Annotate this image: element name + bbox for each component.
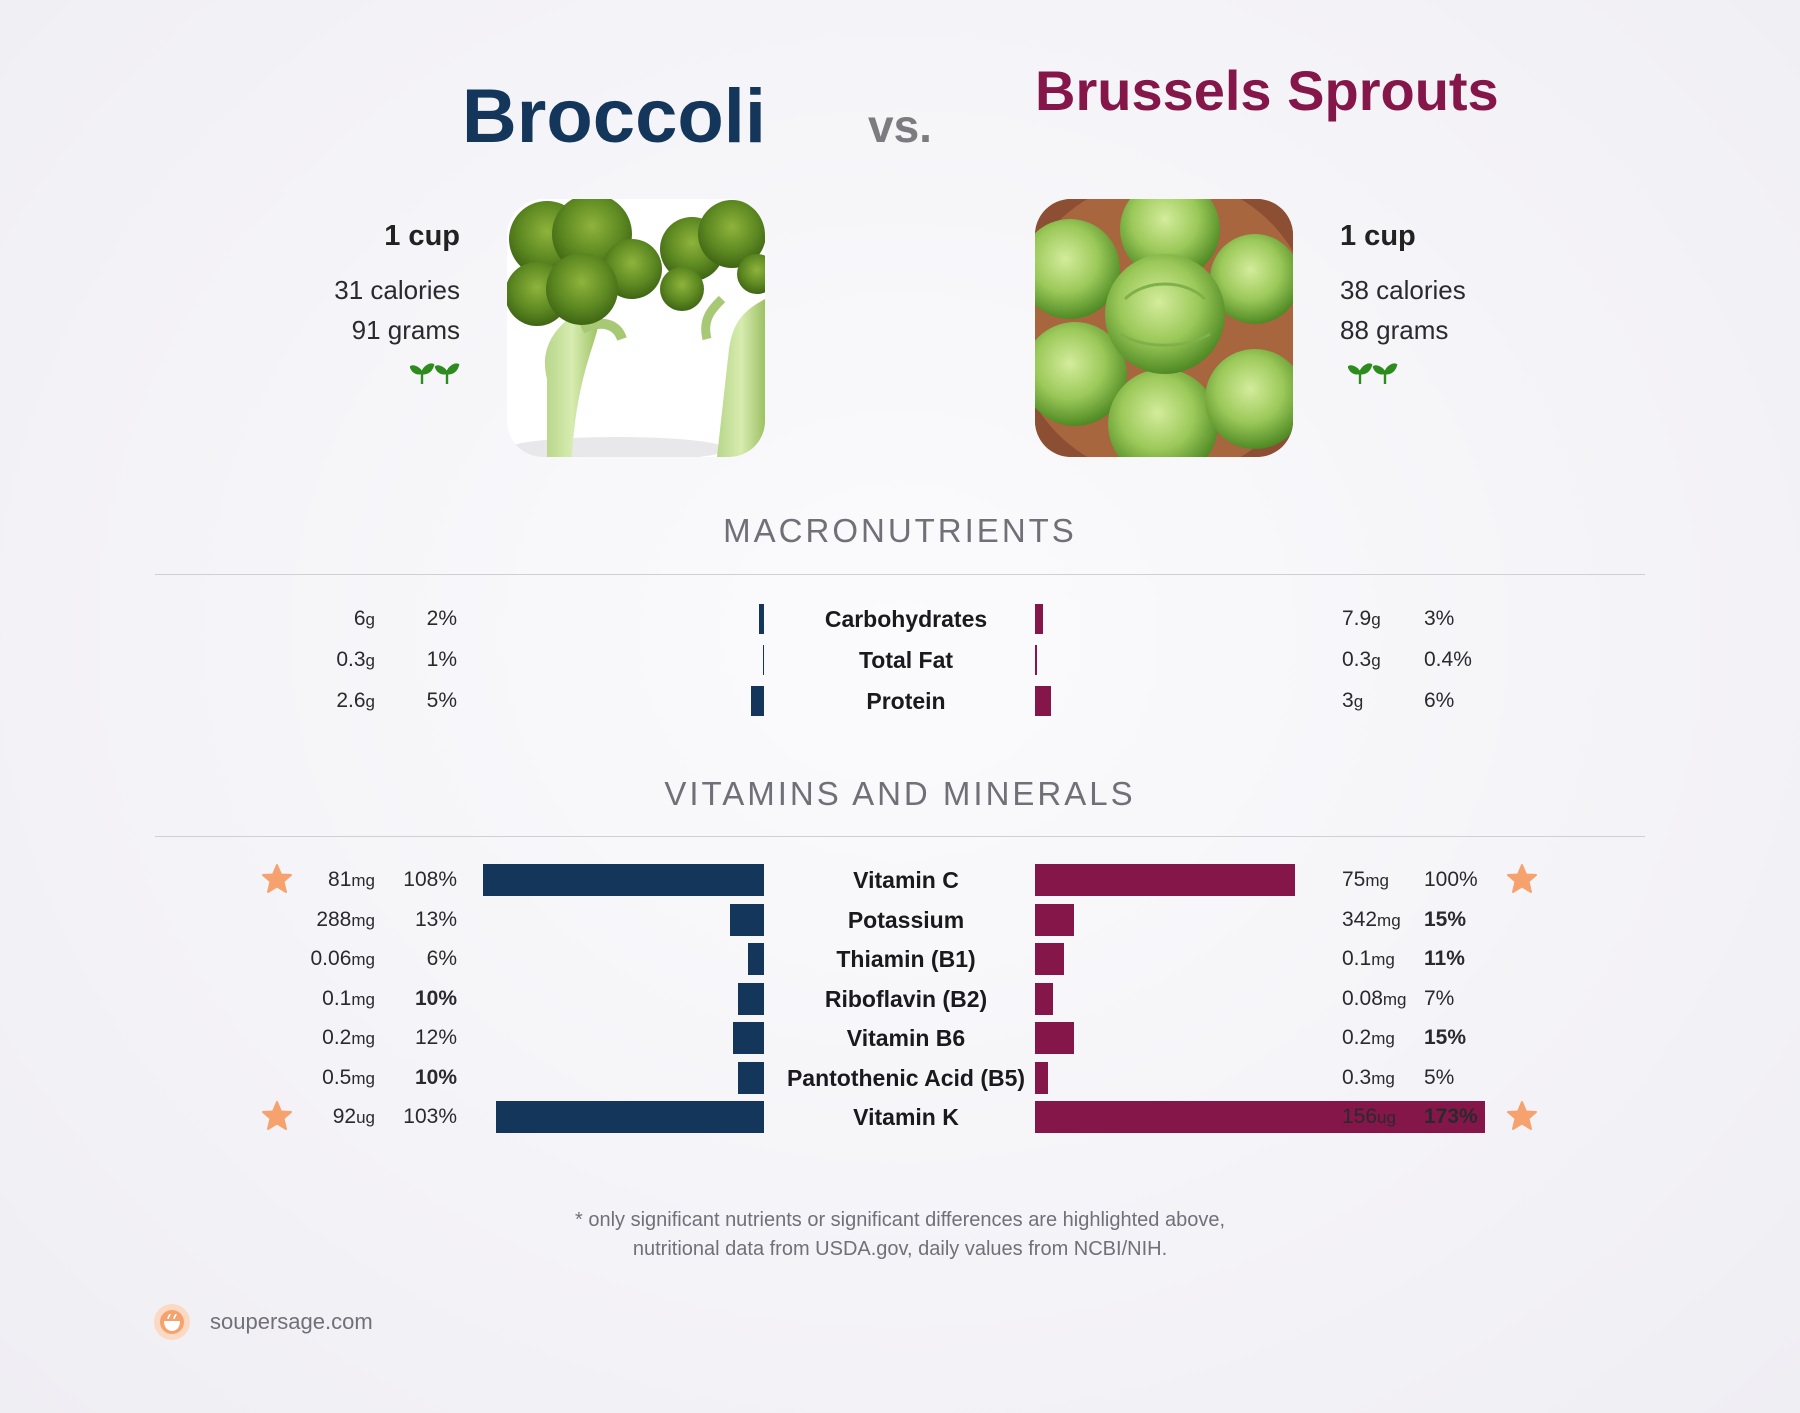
nutrient-label: Total Fat [858,647,954,673]
right-percent-label: 173% [1424,1105,1478,1128]
right-bar [1035,903,1074,936]
left-bar [758,604,764,634]
left-percent-label: 13% [414,907,457,931]
right-percent-label: 5% [1424,1065,1455,1089]
right-bar [1035,1101,1485,1133]
right-amount-label: 0.2mg [1342,1026,1395,1049]
left-food-title: Broccoli [461,74,766,159]
left-amount-label: 0.1mg [322,986,375,1010]
left-bar [730,903,764,936]
left-percent-label: 108% [403,868,457,891]
nutrient-label: Vitamin K [853,1104,959,1130]
broccoli-photo [507,199,765,457]
right-amount-label: 7.9g [1342,607,1381,630]
left-percent-label: 10% [414,1065,457,1089]
left-amount-label: 0.06mg [310,947,376,970]
left-percent-label: 12% [414,1026,457,1049]
right-amount-label: 0.3mg [1342,1065,1395,1089]
right-food-title: Brussels Sprouts [1035,59,1499,122]
right-bar [1035,943,1064,975]
left-bar [483,864,764,896]
right-bar [1035,1061,1048,1094]
right-serving: 1 cup [1340,220,1416,252]
right-bar [1035,1022,1074,1054]
right-bar [1035,645,1037,675]
footnote-line-2: nutritional data from USDA.gov, daily va… [632,1238,1168,1260]
right-percent-label: 11% [1424,947,1465,970]
left-percent-label: 2% [426,607,457,630]
right-percent-label: 6% [1424,689,1455,712]
nutrient-label: Carbohydrates [824,606,988,632]
left-percent-label: 103% [403,1105,457,1128]
right-amount-label: 0.08mg [1342,986,1407,1010]
left-percent-label: 6% [426,947,457,970]
footnote-line-1: * only significant nutrients or signific… [574,1209,1226,1231]
macronutrients-divider [155,574,1645,575]
vs-label: vs. [868,100,932,152]
right-bar [1035,686,1051,716]
left-amount-label: 81mg [328,868,375,891]
left-bar [748,943,764,975]
right-percent-label: 15% [1424,907,1467,931]
sprout-icon [410,363,460,384]
right-calories: 38 calories [1340,275,1466,305]
left-amount-label: 6g [353,607,375,630]
right-bar [1035,604,1043,634]
right-bar [1035,982,1054,1015]
right-percent-label: 3% [1424,607,1455,630]
brussels-sprouts-photo [1035,199,1293,457]
left-bar [762,645,764,675]
left-percent-label: 10% [414,986,457,1010]
nutrient-label: Potassium [847,906,965,933]
right-grams: 88 grams [1340,315,1449,345]
left-percent-label: 5% [426,689,457,712]
left-bar [732,1022,764,1054]
brand-link[interactable]: soupersage.com [210,1309,373,1334]
left-percent-label: 1% [426,648,457,671]
left-amount-label: 0.3g [336,648,375,671]
star-icon [1507,864,1537,893]
vitamins-minerals-divider [155,836,1645,837]
star-icon [1507,1101,1537,1130]
right-percent-label: 100% [1424,868,1478,891]
right-amount-label: 3g [1342,689,1364,712]
left-amount-label: 92ug [332,1105,375,1128]
right-amount-label: 342mg [1342,907,1401,931]
left-bar [738,982,764,1015]
nutrient-label: Vitamin B6 [846,1025,966,1051]
right-percent-label: 7% [1424,986,1455,1010]
right-percent-label: 15% [1424,1026,1467,1049]
right-amount-label: 75mg [1342,868,1389,891]
right-amount-label: 156ug [1342,1105,1396,1128]
macronutrients-title: MACRONUTRIENTS [723,512,1077,549]
left-serving: 1 cup [384,220,460,252]
left-amount-label: 0.2mg [322,1026,375,1049]
nutrient-label: Pantothenic Acid (B5) [786,1064,1026,1091]
right-percent-label: 0.4% [1424,648,1472,671]
left-amount-label: 0.5mg [322,1065,375,1089]
left-bar [738,1061,764,1094]
left-grams: 91 grams [351,315,460,345]
nutrient-label: Thiamin (B1) [836,946,976,972]
nutrient-label: Protein [866,688,946,714]
soupersage-logo-icon [154,1304,190,1340]
star-icon [262,1101,292,1130]
left-amount-label: 288mg [316,907,375,931]
nutrient-label: Riboflavin (B2) [824,985,988,1012]
nutrient-label: Vitamin C [853,867,959,893]
left-calories: 31 calories [334,275,460,305]
right-amount-label: 0.3g [1342,648,1381,671]
left-amount-label: 2.6g [336,689,375,712]
left-bar [751,686,764,716]
vitamins-minerals-title: VITAMINS AND MINERALS [664,775,1136,812]
left-bar [496,1101,764,1133]
sprout-icon [1348,363,1398,384]
right-bar [1035,864,1295,896]
right-amount-label: 0.1mg [1342,947,1395,970]
star-icon [262,864,292,893]
